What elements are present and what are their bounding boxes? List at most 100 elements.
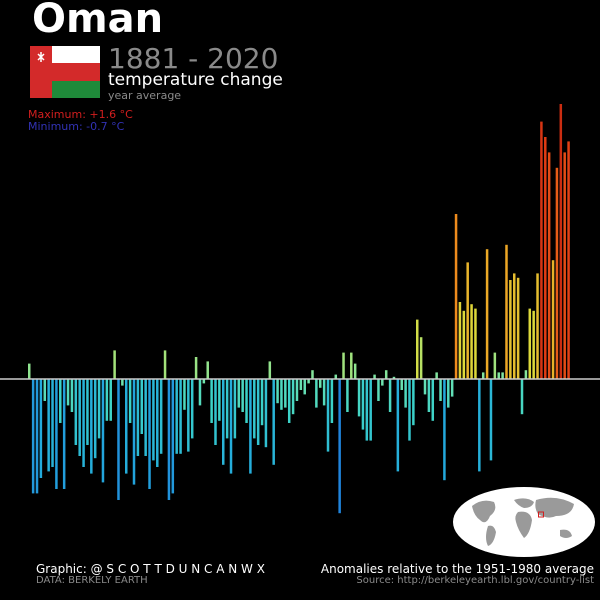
- anomalies-note: Anomalies relative to the 1951-1980 aver…: [320, 562, 594, 576]
- bar-1881: [28, 363, 31, 379]
- bar-1948: [287, 379, 291, 423]
- bar-1945: [276, 379, 279, 404]
- bar-1991: [454, 214, 458, 379]
- bar-1934: [233, 379, 237, 439]
- bar-1950: [295, 379, 299, 401]
- minimum-label: Minimum: -0.7 °C: [28, 120, 125, 133]
- bar-1953: [307, 379, 310, 384]
- bar-1923: [190, 379, 194, 439]
- bar-1924: [194, 357, 198, 379]
- bar-1907: [128, 379, 132, 423]
- bar-1912: [148, 379, 151, 489]
- bar-2020: [567, 141, 570, 379]
- bar-1918: [171, 379, 175, 494]
- bar-1932: [225, 379, 229, 439]
- bar-1904: [117, 379, 120, 500]
- bar-1930: [218, 379, 221, 421]
- country-title: Oman: [32, 0, 164, 42]
- bar-1970: [373, 374, 376, 379]
- bar-1962: [342, 352, 345, 379]
- bar-1889: [59, 379, 62, 423]
- bar-1979: [408, 379, 411, 441]
- bar-2005: [509, 280, 512, 379]
- bar-1974: [388, 379, 392, 412]
- bar-1947: [284, 379, 287, 408]
- bar-1986: [435, 372, 438, 379]
- bar-1884: [39, 379, 43, 478]
- bar-1933: [229, 379, 233, 474]
- bar-1895: [82, 379, 85, 467]
- bar-2017: [555, 167, 559, 379]
- bar-1926: [202, 379, 206, 384]
- bar-1943: [268, 361, 272, 379]
- bar-1996: [474, 308, 477, 379]
- bar-1913: [152, 379, 155, 461]
- bar-1905: [121, 379, 124, 386]
- bar-1951: [299, 379, 303, 390]
- bar-1886: [47, 379, 50, 472]
- bar-1939: [253, 379, 256, 439]
- bar-1890: [62, 379, 66, 489]
- bar-1981: [416, 319, 419, 379]
- bar-1978: [404, 379, 407, 408]
- bar-1998: [481, 372, 485, 379]
- bar-1957: [322, 379, 326, 406]
- bar-1973: [384, 370, 388, 379]
- bar-1946: [280, 379, 283, 410]
- bar-2009: [524, 370, 528, 379]
- bar-1958: [326, 379, 330, 452]
- bar-2001: [493, 352, 497, 379]
- bar-1917: [167, 379, 171, 500]
- bar-1954: [311, 370, 314, 379]
- bar-1935: [237, 379, 241, 408]
- bar-1938: [249, 379, 252, 474]
- bar-1988: [443, 379, 446, 481]
- bar-1989: [447, 379, 450, 408]
- bar-1922: [187, 379, 190, 452]
- bar-1936: [241, 379, 244, 412]
- bar-2004: [505, 244, 508, 379]
- bar-1959: [330, 379, 334, 423]
- bar-1908: [132, 379, 136, 485]
- bar-2000: [489, 379, 493, 461]
- bar-1971: [377, 379, 380, 401]
- bar-1952: [303, 379, 306, 395]
- bar-1927: [206, 361, 209, 379]
- bar-2010: [528, 308, 532, 379]
- bar-1956: [319, 379, 322, 388]
- bar-1997: [478, 379, 481, 472]
- bar-1963: [346, 379, 349, 412]
- maximum-label: Maximum: +1.6 °C: [28, 108, 133, 121]
- bar-1992: [458, 302, 462, 379]
- bar-1928: [210, 379, 213, 423]
- bar-1984: [427, 379, 431, 412]
- bar-1901: [105, 379, 109, 421]
- bar-1900: [101, 379, 105, 483]
- bar-1960: [334, 374, 338, 379]
- bar-1897: [90, 379, 93, 474]
- bar-1891: [66, 379, 70, 406]
- bar-1909: [136, 379, 140, 456]
- bar-1975: [392, 376, 396, 379]
- bar-1949: [291, 379, 295, 415]
- bar-1995: [470, 304, 473, 379]
- bar-1969: [369, 379, 372, 441]
- bar-1888: [55, 379, 58, 489]
- bar-2018: [559, 104, 563, 379]
- bar-1916: [163, 350, 167, 379]
- average-label: year average: [108, 89, 182, 102]
- bar-1898: [93, 379, 97, 459]
- bar-1903: [113, 350, 116, 379]
- bar-2002: [497, 372, 500, 379]
- bar-2013: [540, 121, 543, 379]
- bar-1914: [156, 379, 159, 467]
- bar-1892: [70, 379, 74, 412]
- bar-1966: [357, 379, 361, 417]
- bar-1882: [31, 379, 35, 494]
- bar-1910: [140, 379, 144, 434]
- bar-1942: [264, 379, 268, 448]
- bar-1987: [439, 379, 442, 401]
- bar-1902: [109, 379, 112, 421]
